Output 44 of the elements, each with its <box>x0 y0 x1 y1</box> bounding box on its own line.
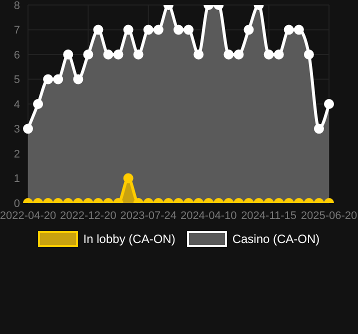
point <box>43 74 54 84</box>
x-tick-label: 2023-07-24 <box>120 210 177 222</box>
point <box>133 50 144 60</box>
x-tick-label: 2024-04-10 <box>180 210 237 222</box>
point <box>153 24 164 35</box>
x-tick-label: 2024-11-15 <box>241 210 297 222</box>
point <box>194 50 204 60</box>
point <box>123 24 134 35</box>
point <box>294 24 304 35</box>
point <box>284 24 294 35</box>
point <box>264 50 274 60</box>
point <box>93 24 104 35</box>
point <box>53 74 64 84</box>
y-tick-label: 5 <box>14 74 20 86</box>
point <box>23 124 33 134</box>
y-tick-label: 8 <box>14 0 20 12</box>
y-tick-label: 3 <box>14 124 20 136</box>
point <box>304 50 314 60</box>
point <box>103 50 114 60</box>
point <box>83 50 94 60</box>
point <box>274 50 284 60</box>
x-tick-label: 2022-12-20 <box>60 210 116 222</box>
point <box>184 24 194 35</box>
x-tick-label: 2022-04-20 <box>0 210 56 222</box>
y-tick-label: 0 <box>14 198 20 210</box>
point <box>314 124 324 134</box>
y-tick-label: 7 <box>14 24 20 37</box>
point <box>143 24 154 35</box>
point <box>234 50 244 60</box>
point <box>113 50 124 60</box>
y-tick-label: 6 <box>14 49 20 62</box>
y-tick-label: 4 <box>14 98 20 111</box>
x-tick-label: 2025-06-20 <box>300 210 358 222</box>
point <box>73 74 84 84</box>
point <box>63 50 74 60</box>
legend-label: In lobby (CA-ON) <box>83 232 176 246</box>
y-tick-label: 2 <box>14 148 20 160</box>
legend-label: Casino (CA-ON) <box>232 232 320 246</box>
point <box>324 99 334 109</box>
point <box>224 50 234 60</box>
point <box>244 24 254 35</box>
point <box>33 99 44 109</box>
point <box>174 24 184 35</box>
y-tick-label: 1 <box>14 173 20 186</box>
